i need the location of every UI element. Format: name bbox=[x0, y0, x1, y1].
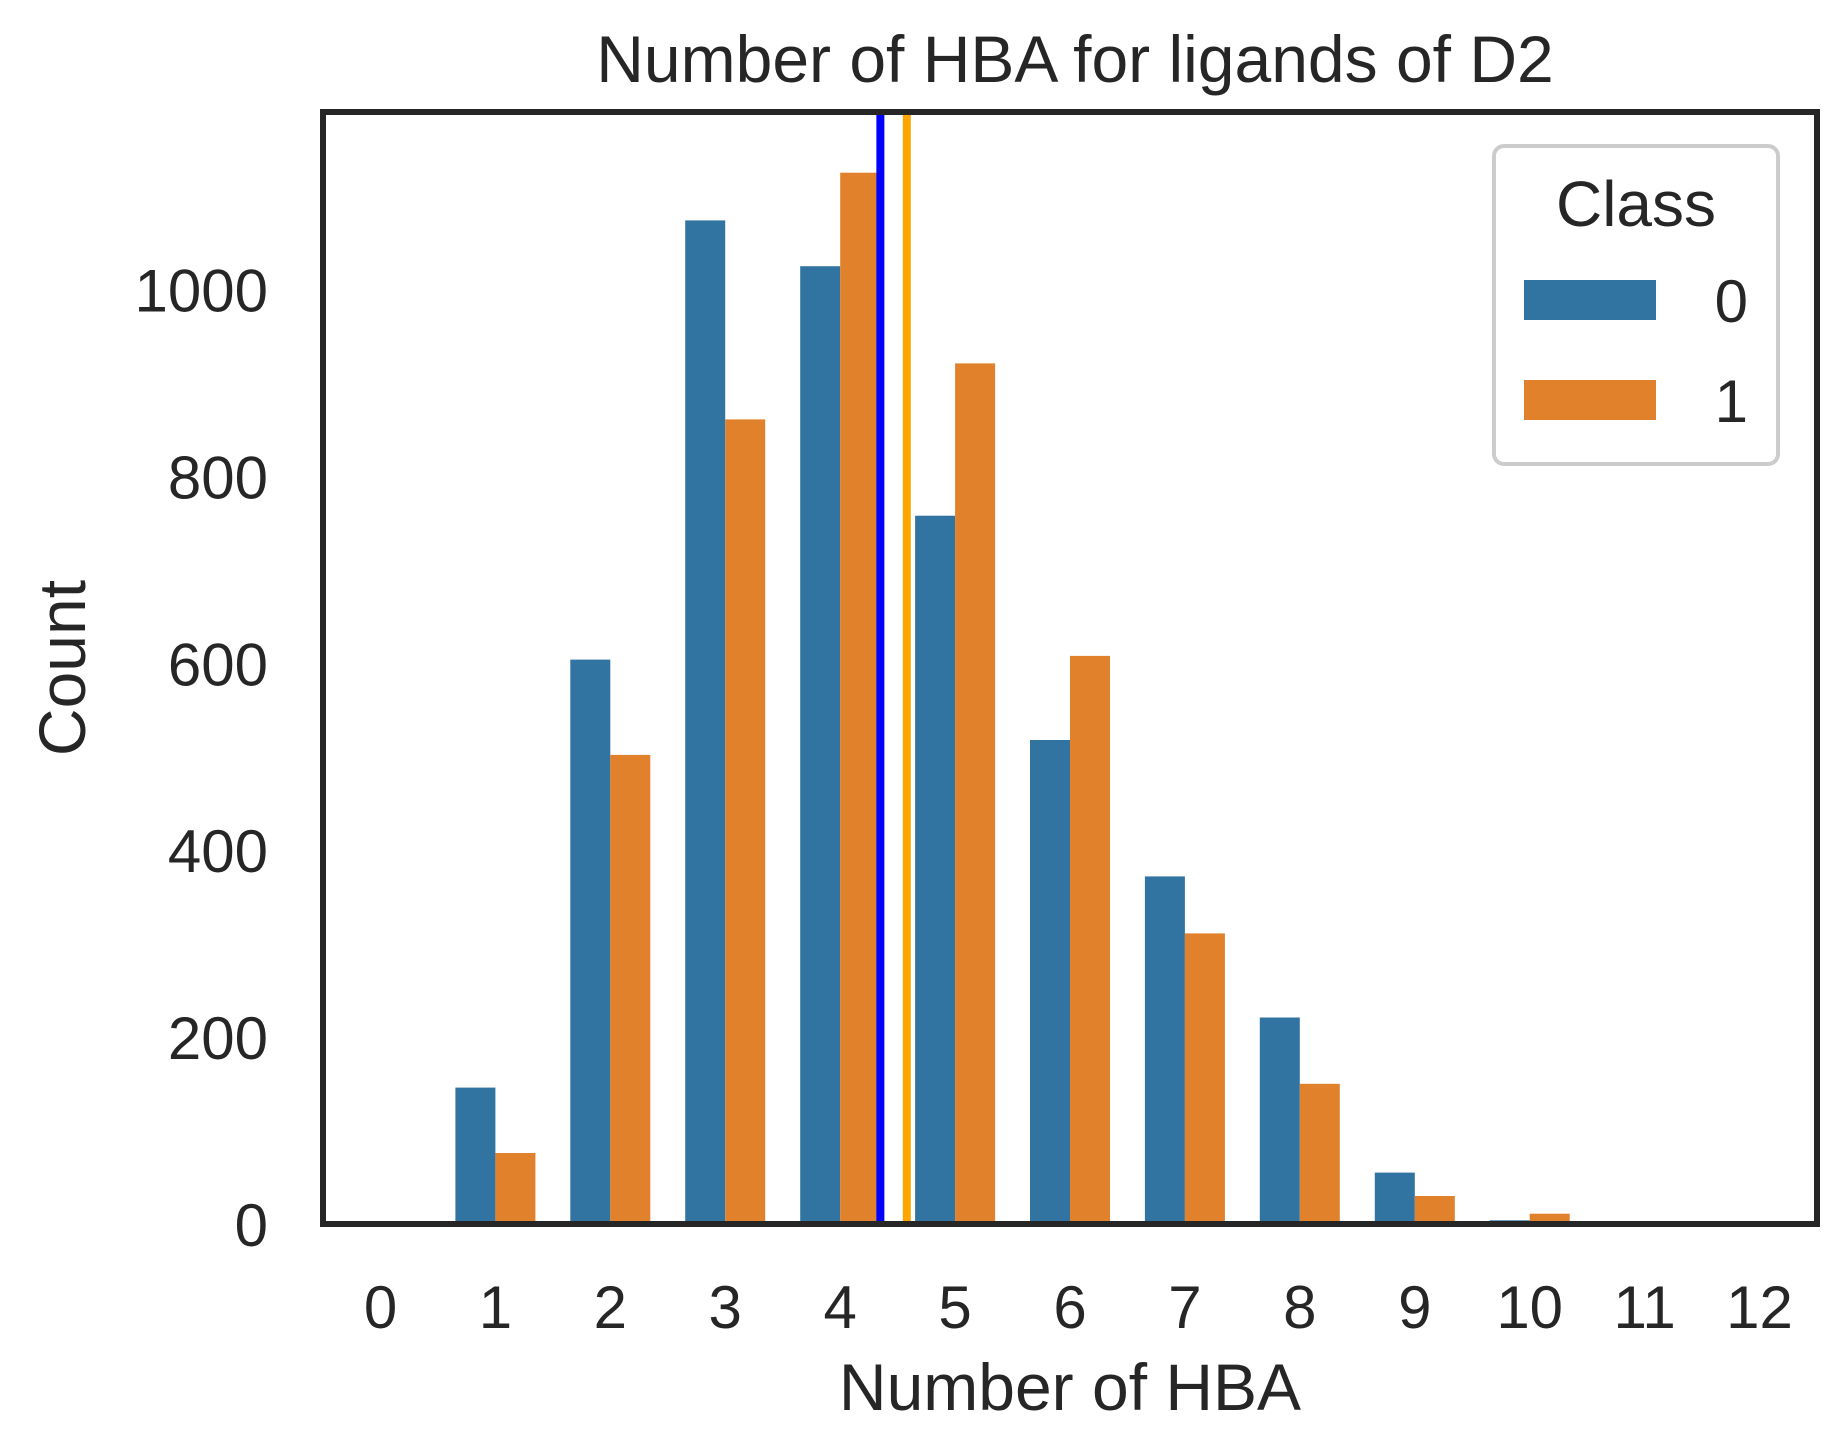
x-tick-label: 1 bbox=[479, 1274, 512, 1341]
x-tick-label: 6 bbox=[1053, 1274, 1086, 1341]
legend: Class 01 bbox=[1492, 144, 1780, 466]
x-tick-label: 5 bbox=[938, 1274, 971, 1341]
bar-class-0-hba-3 bbox=[685, 220, 726, 1224]
bar-class-0-hba-7 bbox=[1144, 876, 1185, 1224]
bar-class-1-hba-10 bbox=[1529, 1213, 1570, 1224]
chart-title: Number of HBA for ligands of D2 bbox=[596, 22, 1553, 96]
y-tick-label: 800 bbox=[168, 444, 268, 511]
bar-class-0-hba-5 bbox=[915, 515, 956, 1224]
bar-class-0-hba-6 bbox=[1030, 740, 1070, 1224]
bar-class-0-hba-9 bbox=[1374, 1172, 1415, 1224]
legend-title: Class bbox=[1556, 168, 1716, 240]
y-tick-label: 600 bbox=[168, 631, 268, 698]
bar-class-0-hba-1 bbox=[455, 1087, 496, 1224]
x-tick-label: 10 bbox=[1496, 1274, 1563, 1341]
x-tick-label: 9 bbox=[1398, 1274, 1431, 1341]
bars bbox=[455, 172, 1570, 1225]
reference-lines bbox=[876, 112, 911, 1224]
legend-swatch-1 bbox=[1524, 380, 1656, 420]
bar-class-1-hba-8 bbox=[1299, 1083, 1340, 1224]
legend-entries: 01 bbox=[1524, 268, 1748, 435]
x-tick-label: 0 bbox=[364, 1274, 397, 1341]
bar-class-1-hba-2 bbox=[610, 754, 651, 1224]
bar-class-1-hba-3 bbox=[725, 419, 766, 1224]
y-tick-label: 400 bbox=[168, 818, 268, 885]
x-axis-ticks: 0 1 2 3 4 5 6 7 8 9 10 11 12 bbox=[364, 1274, 1793, 1341]
bar-class-0-hba-8 bbox=[1259, 1017, 1300, 1224]
y-axis-ticks: 0 200 400 600 800 1000 bbox=[135, 258, 268, 1260]
x-tick-label: 2 bbox=[594, 1274, 627, 1341]
x-tick-label: 3 bbox=[709, 1274, 742, 1341]
x-tick-label: 4 bbox=[824, 1274, 857, 1341]
y-axis-label: Count bbox=[25, 580, 99, 756]
plot-frame bbox=[320, 109, 1820, 1227]
legend-swatch-0 bbox=[1524, 280, 1656, 320]
y-tick-label: 200 bbox=[168, 1005, 268, 1072]
x-tick-label: 12 bbox=[1726, 1274, 1793, 1341]
bar-class-1-hba-9 bbox=[1414, 1196, 1455, 1224]
bar-class-1-hba-6 bbox=[1070, 655, 1110, 1224]
bar-class-1-hba-1 bbox=[495, 1153, 536, 1224]
plot-area bbox=[320, 109, 1820, 1227]
bar-class-1-hba-5 bbox=[955, 363, 996, 1224]
y-tick-label: 0 bbox=[235, 1192, 268, 1259]
x-tick-label: 8 bbox=[1283, 1274, 1316, 1341]
bar-class-0-hba-4 bbox=[800, 266, 841, 1224]
x-tick-label: 11 bbox=[1613, 1274, 1675, 1341]
legend-label-1: 1 bbox=[1715, 368, 1748, 435]
y-tick-label: 1000 bbox=[135, 258, 268, 325]
x-tick-label: 7 bbox=[1168, 1274, 1201, 1341]
bar-class-1-hba-7 bbox=[1184, 933, 1225, 1224]
legend-label-0: 0 bbox=[1715, 268, 1748, 335]
bar-class-0-hba-2 bbox=[570, 659, 611, 1224]
x-axis-label: Number of HBA bbox=[839, 1350, 1301, 1424]
bar-class-1-hba-4 bbox=[840, 172, 881, 1225]
